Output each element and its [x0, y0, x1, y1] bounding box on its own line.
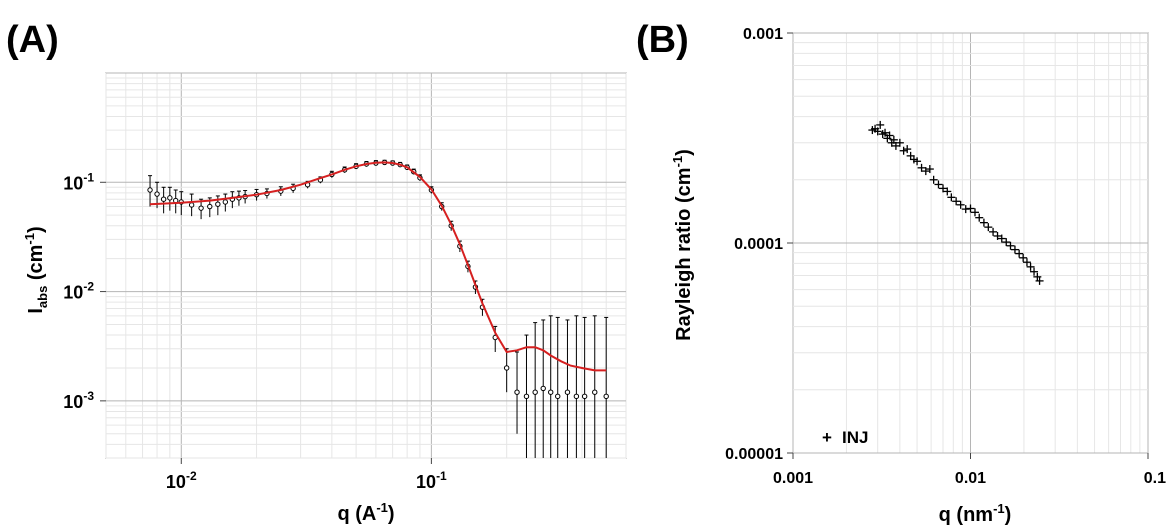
data-point — [167, 195, 173, 201]
y-tick-label: 10-1 — [63, 170, 94, 193]
x-tick-label: 0.1 — [1144, 470, 1166, 487]
panel-b-label: (B) — [636, 19, 689, 61]
panel-b-legend: + INJ — [822, 428, 868, 447]
data-point — [540, 385, 546, 392]
data-point — [160, 196, 167, 202]
panel-b-tick-labels: 0.001 0.01 0.1 0.001 0.0001 0.00001 — [725, 26, 1166, 487]
data-point — [548, 389, 554, 395]
y-tick-label: 0.00001 — [725, 446, 783, 463]
data-point — [603, 393, 609, 400]
panel-a-label: (A) — [6, 19, 59, 61]
data-point — [188, 202, 195, 208]
data-point — [198, 205, 204, 211]
y-tick-label: 0.001 — [743, 26, 783, 43]
y-tick-label: 10-3 — [63, 389, 94, 412]
panel-a-grid — [105, 72, 627, 459]
legend-label: INJ — [842, 428, 868, 447]
data-point — [215, 201, 221, 207]
panel-b-series — [868, 120, 1044, 285]
data-point — [532, 389, 538, 395]
panel-a-x-axis-title: q (A-1) — [337, 500, 394, 525]
x-tick-label: 10-1 — [416, 469, 447, 492]
x-tick-label: 10-2 — [166, 469, 197, 492]
data-point — [154, 191, 160, 197]
data-point — [147, 187, 153, 193]
panel-b-y-axis-title: Rayleigh ratio (cm-1) — [670, 149, 695, 341]
data-point — [523, 393, 530, 400]
panel-a-frame — [105, 72, 627, 459]
legend-marker: + — [822, 428, 832, 447]
data-point — [222, 199, 229, 205]
data-point — [503, 365, 510, 371]
panel-a-series — [147, 159, 609, 458]
data-point — [573, 393, 580, 400]
data-point — [207, 203, 213, 210]
data-point — [564, 389, 571, 395]
panel-b-plot: 0.001 0.01 0.1 0.001 0.0001 0.00001 + INJ q (… — [670, 26, 1166, 526]
y-tick-label: 10-2 — [63, 280, 94, 303]
data-point — [514, 389, 520, 395]
data-point — [581, 393, 588, 400]
y-tick-label: 0.0001 — [734, 236, 783, 253]
x-tick-label: 0.001 — [773, 470, 813, 487]
x-tick-label: 0.01 — [955, 470, 986, 487]
panel-a-plot: 10-2 10-1 10-1 10-2 10-3 q (A-1) Iabs (cm-1) — [22, 72, 627, 525]
panel-b-x-axis-title: q (nm-1) — [939, 501, 1012, 526]
fit-curve — [149, 161, 607, 372]
panel-b-grid — [792, 32, 1149, 454]
data-point — [555, 393, 561, 400]
data-point — [592, 389, 598, 395]
panel-a-y-axis-title: Iabs (cm-1) — [22, 226, 50, 313]
panel-a-tick-labels: 10-2 10-1 10-1 10-2 10-3 — [63, 170, 447, 492]
